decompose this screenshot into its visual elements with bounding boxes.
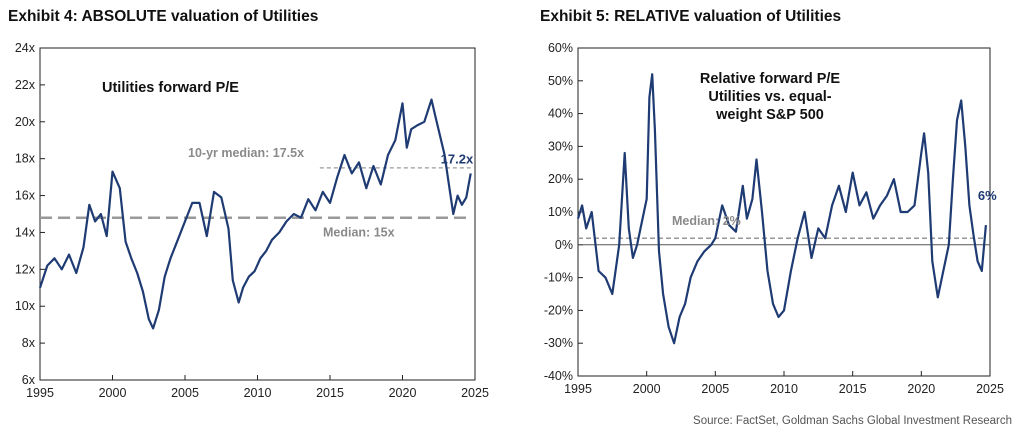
x-tick-label: 2005 — [171, 386, 199, 400]
x-tick-label: 2000 — [99, 386, 127, 400]
x-tick-label: 2005 — [701, 382, 729, 396]
chart-title: Utilities forward P/E — [102, 80, 239, 96]
x-tick-label: 2010 — [770, 382, 798, 396]
y-axis-ticks: 6x 8x 10x 12x 14x 16x 18x 20x 22x 24x — [15, 41, 45, 387]
x-tick-label: 1995 — [564, 382, 592, 396]
y-tick-label: 20% — [548, 172, 573, 186]
y-tick-label: 16x — [15, 189, 36, 203]
relative-valuation-chart: Relative forward P/E Utilities vs. equal… — [544, 41, 1004, 396]
exhibit-4-title: Exhibit 4: ABSOLUTE valuation of Utiliti… — [8, 8, 319, 25]
x-axis-ticks: 1995 2000 2005 2010 2015 2020 2025 — [26, 375, 489, 400]
y-tick-label: 14x — [15, 225, 36, 239]
chart-title-line-3: weight S&P 500 — [715, 107, 824, 123]
y-tick-label: -10% — [544, 271, 573, 285]
latest-value-label: 6% — [978, 188, 997, 203]
y-tick-label: 20x — [15, 115, 36, 129]
y-tick-label: -40% — [544, 369, 573, 383]
median-label: Median: 2% — [672, 214, 741, 228]
source-note: Source: FactSet, Goldman Sachs Global In… — [693, 415, 1012, 427]
y-tick-label: 18x — [15, 152, 36, 166]
x-tick-label: 2000 — [633, 382, 661, 396]
y-tick-label: 12x — [15, 262, 36, 276]
y-tick-label: 22x — [15, 78, 36, 92]
x-tick-label: 2025 — [461, 386, 489, 400]
exhibit-5-title: Exhibit 5: RELATIVE valuation of Utiliti… — [540, 8, 842, 25]
x-tick-label: 2020 — [907, 382, 935, 396]
x-tick-label: 2015 — [839, 382, 867, 396]
x-tick-label: 1995 — [26, 386, 54, 400]
y-tick-label: -30% — [544, 336, 573, 350]
x-tick-label: 2015 — [316, 386, 344, 400]
chart-title-line-1: Relative forward P/E — [700, 71, 841, 87]
chart-title-line-2: Utilities vs. equal- — [708, 89, 831, 105]
series-line — [576, 73, 987, 345]
series-line — [38, 98, 472, 330]
y-tick-label: 0% — [555, 238, 573, 252]
x-tick-label: 2020 — [389, 386, 417, 400]
y-tick-label: 8x — [22, 336, 36, 350]
y-tick-label: 50% — [548, 74, 573, 88]
y-axis-ticks: -40% -30% -20% -10% 0% 10% 20% 30% 40% 50% 60% — [544, 41, 583, 383]
x-tick-label: 2010 — [244, 386, 272, 400]
x-tick-label: 2025 — [976, 382, 1004, 396]
ten-year-median-label: 10-yr median: 17.5x — [188, 146, 304, 160]
y-tick-label: 24x — [15, 41, 36, 55]
y-tick-label: 10x — [15, 299, 36, 313]
absolute-valuation-chart: Utilities forward P/E 6x 8x 10x 12x 14x 16x 18… — [15, 41, 489, 400]
y-tick-label: 60% — [548, 41, 573, 55]
latest-value-label: 17.2x — [441, 151, 474, 166]
median-label: Median: 15x — [323, 226, 395, 240]
y-tick-label: 30% — [548, 139, 573, 153]
chart-frame — [39, 47, 476, 381]
y-tick-label: 40% — [548, 107, 573, 121]
y-tick-label: 6x — [22, 373, 36, 387]
x-axis-ticks: 1995 2000 2005 2010 2015 2020 2025 — [564, 371, 1004, 396]
y-tick-label: -20% — [544, 303, 573, 317]
y-tick-label: 10% — [548, 205, 573, 219]
